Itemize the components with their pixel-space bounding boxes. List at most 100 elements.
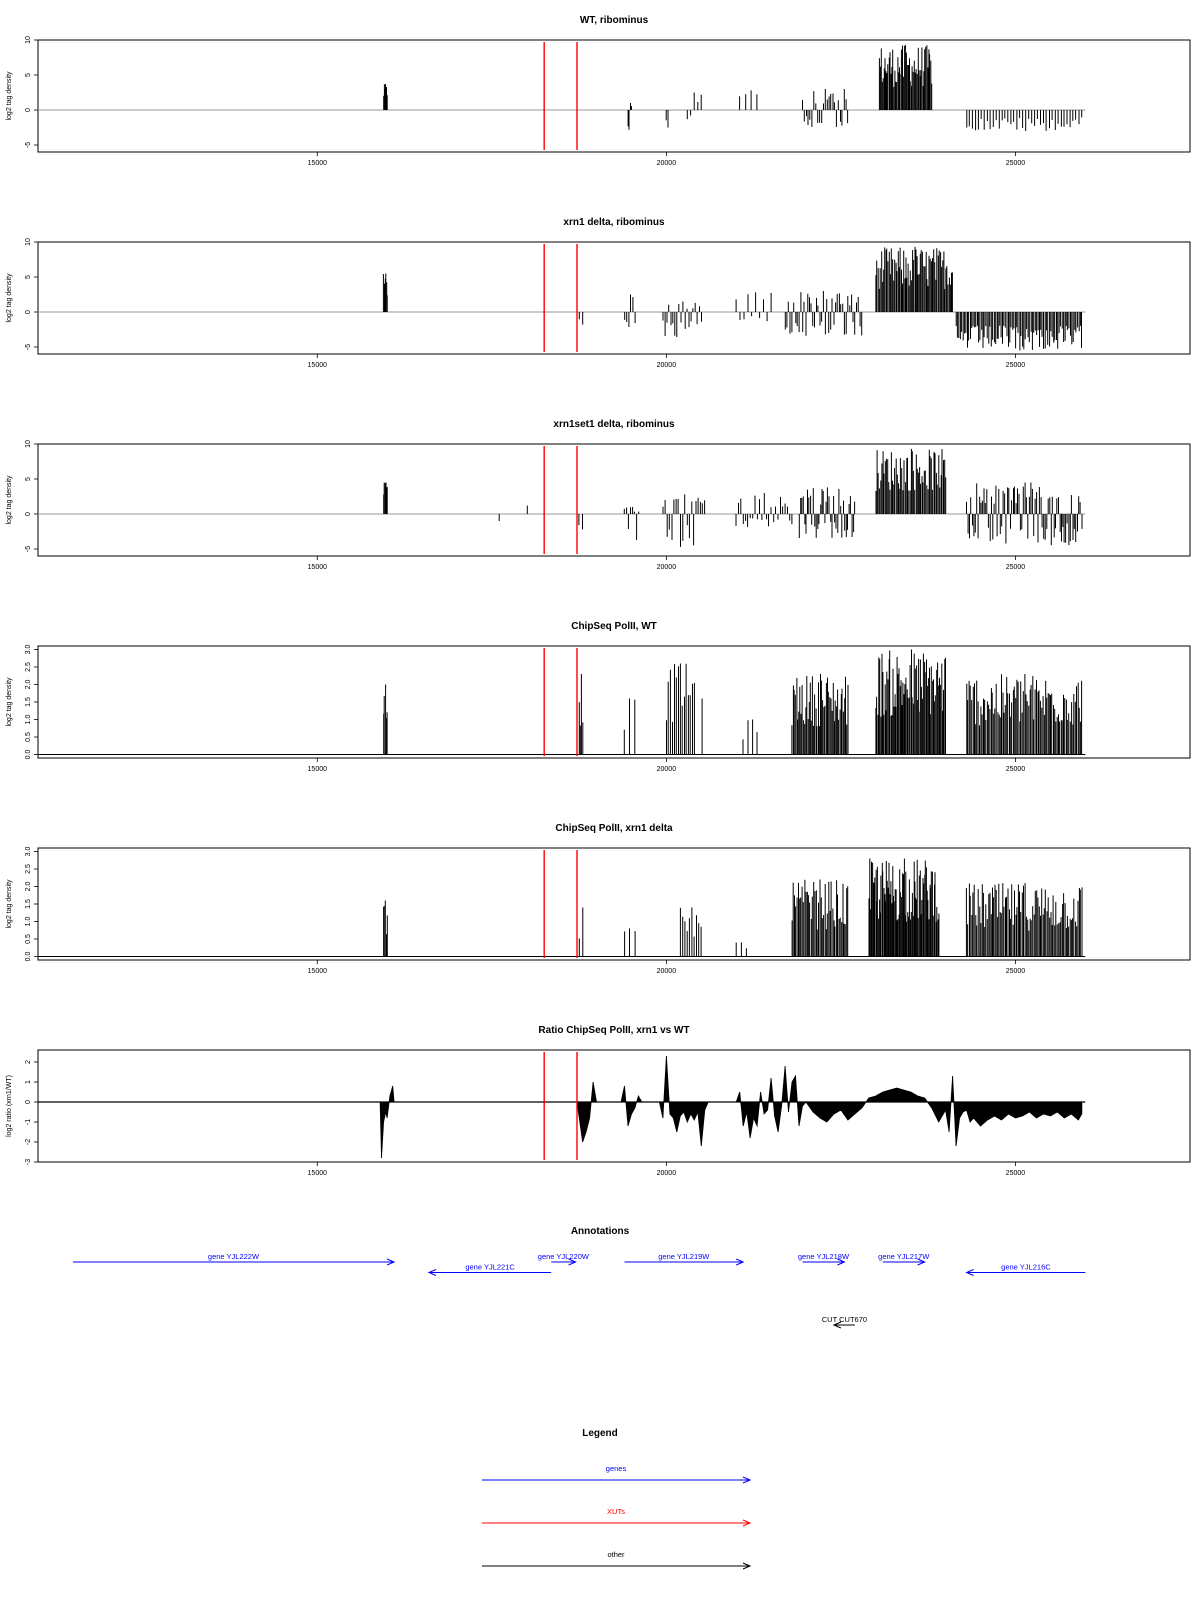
legend-entry-xuts: XUTs bbox=[482, 1507, 752, 1527]
y-axis: -5 0 5 10 bbox=[25, 36, 38, 148]
legend-label: other bbox=[607, 1550, 625, 1559]
y-tick-label: 0.5 bbox=[25, 934, 32, 944]
y-axis-label: log2 tag density bbox=[6, 677, 13, 727]
y-tick-label: 10 bbox=[25, 36, 32, 44]
y-tick-label: 5 bbox=[25, 477, 32, 481]
legend-arrowhead bbox=[742, 1476, 752, 1484]
y-tick-label: 0 bbox=[25, 108, 32, 112]
y-tick-label: 2.0 bbox=[25, 882, 32, 892]
x-tick-label: 20000 bbox=[657, 564, 677, 571]
x-tick-label: 20000 bbox=[657, 766, 677, 773]
feature-arrow-arrowhead bbox=[837, 1258, 846, 1266]
feature-label: gene YJL219W bbox=[658, 1252, 710, 1261]
y-tick-label: 0 bbox=[25, 512, 32, 516]
signal-series bbox=[383, 448, 1083, 547]
y-axis-label: log2 tag density bbox=[6, 879, 13, 929]
y-tick-label: -1 bbox=[25, 1119, 32, 1125]
feature-gene-yjl218w: gene YJL218W bbox=[798, 1252, 850, 1266]
y-tick-label: 1 bbox=[25, 1080, 32, 1084]
x-axis: 15000 20000 25000 bbox=[308, 152, 1026, 167]
feature-label: gene YJL220W bbox=[538, 1252, 590, 1261]
feature-gene-yjl221c: gene YJL221C bbox=[427, 1263, 552, 1276]
legend-arrowhead bbox=[742, 1562, 752, 1570]
x-tick-label: 20000 bbox=[657, 362, 677, 369]
y-axis: 0.0 0.5 1.0 1.5 2.0 2.5 3.0 bbox=[25, 847, 38, 962]
chart-title: Ratio ChipSeq PolII, xrn1 vs WT bbox=[538, 1025, 689, 1036]
y-tick-label: -5 bbox=[25, 344, 32, 350]
y-tick-label: 0.5 bbox=[25, 732, 32, 742]
plot-frame bbox=[37, 39, 1191, 153]
y-tick-label: 1.0 bbox=[25, 715, 32, 725]
x-tick-label: 15000 bbox=[308, 968, 328, 975]
x-tick-label: 25000 bbox=[1006, 160, 1026, 167]
feature-arrow-arrowhead bbox=[917, 1258, 926, 1266]
legend-entry-other: other bbox=[482, 1550, 752, 1570]
chart-panel-6: Ratio ChipSeq PolII, xrn1 vs WT log2 rati… bbox=[6, 1025, 1191, 1177]
signal-series bbox=[383, 858, 1083, 957]
x-axis: 15000 20000 25000 bbox=[308, 758, 1025, 773]
signal-series bbox=[382, 246, 1082, 351]
legend-title: Legend bbox=[582, 1428, 618, 1439]
x-axis: 15000 20000 25000 bbox=[308, 1162, 1026, 1177]
annotations-title: Annotations bbox=[571, 1226, 630, 1237]
y-tick-label: 5 bbox=[25, 275, 32, 279]
feature-gene-yjl220w: gene YJL220W bbox=[538, 1252, 590, 1266]
x-tick-label: 25000 bbox=[1006, 362, 1026, 369]
y-tick-label: 3.0 bbox=[25, 645, 32, 655]
x-axis: 15000 20000 25000 bbox=[308, 354, 1026, 369]
x-tick-label: 20000 bbox=[657, 968, 677, 975]
feature-arrow-arrowhead bbox=[427, 1269, 437, 1276]
x-tick-label: 15000 bbox=[308, 362, 328, 369]
feature-label: gene YJL218W bbox=[798, 1252, 850, 1261]
y-tick-label: 10 bbox=[25, 238, 32, 246]
chart-title: xrn1set1 delta, ribominus bbox=[553, 419, 675, 430]
x-tick-label: 20000 bbox=[657, 1170, 677, 1177]
chart-panel-4: ChipSeq PolII, WT log2 tag density 0.0 0.5 1… bbox=[6, 621, 1191, 773]
feature-gene-yjl217w: gene YJL217W bbox=[878, 1252, 930, 1266]
feature-label: CUT CUT670 bbox=[822, 1315, 867, 1324]
y-axis: 0.0 0.5 1.0 1.5 2.0 2.5 3.0 bbox=[25, 645, 38, 760]
chart-title: ChipSeq PolII, xrn1 delta bbox=[555, 823, 673, 834]
plot-frame bbox=[37, 1049, 1191, 1163]
feature-arrow-arrowhead bbox=[832, 1321, 842, 1329]
legend-label: genes bbox=[606, 1464, 627, 1473]
y-axis-label: log2 tag density bbox=[6, 273, 13, 323]
legend-arrowhead bbox=[742, 1519, 752, 1527]
y-tick-label: 2.5 bbox=[25, 662, 32, 672]
ratio-area bbox=[379, 1055, 1083, 1159]
y-tick-label: 2.5 bbox=[25, 864, 32, 874]
feature-label: gene YJL221C bbox=[465, 1263, 515, 1272]
x-tick-label: 20000 bbox=[657, 160, 677, 167]
signal-series bbox=[379, 1055, 1083, 1159]
feature-cut-cut670: CUT CUT670 bbox=[822, 1315, 867, 1329]
x-tick-label: 15000 bbox=[308, 766, 328, 773]
y-tick-label: 0.0 bbox=[25, 750, 32, 760]
chart-panel-3: xrn1set1 delta, ribominus log2 tag densit… bbox=[6, 419, 1191, 571]
x-axis: 15000 20000 25000 bbox=[308, 960, 1026, 975]
feature-label: gene YJL222W bbox=[208, 1252, 260, 1261]
y-tick-label: -2 bbox=[25, 1139, 32, 1145]
y-tick-label: -5 bbox=[25, 546, 32, 552]
feature-arrow-arrowhead bbox=[568, 1258, 577, 1266]
y-axis-label: log2 ratio (xrn1/WT) bbox=[6, 1075, 13, 1137]
feature-gene-yjl216c: gene YJL216C bbox=[965, 1263, 1086, 1276]
chart-title: WT, ribominus bbox=[580, 15, 649, 26]
chart-title: xrn1 delta, ribominus bbox=[563, 217, 665, 228]
y-tick-label: 0 bbox=[25, 1100, 32, 1104]
legend: Legend genes XUTs other bbox=[482, 1428, 752, 1570]
y-tick-label: 2.0 bbox=[25, 680, 32, 690]
x-axis: 15000 20000 25000 bbox=[308, 556, 1026, 571]
x-tick-label: 25000 bbox=[1006, 564, 1026, 571]
x-tick-label: 15000 bbox=[308, 160, 328, 167]
y-tick-label: 0 bbox=[25, 310, 32, 314]
feature-label: gene YJL217W bbox=[878, 1252, 930, 1261]
x-tick-label: 25000 bbox=[1006, 968, 1026, 975]
feature-gene-yjl222w: gene YJL222W bbox=[72, 1252, 396, 1266]
chart-panel-2: xrn1 delta, ribominus log2 tag density -5 0… bbox=[6, 217, 1191, 369]
x-tick-label: 25000 bbox=[1006, 1170, 1026, 1177]
y-tick-label: -5 bbox=[25, 142, 32, 148]
y-axis: -5 0 5 10 bbox=[25, 238, 38, 350]
y-tick-label: 0.0 bbox=[25, 952, 32, 962]
feature-arrow-arrowhead bbox=[735, 1258, 745, 1266]
